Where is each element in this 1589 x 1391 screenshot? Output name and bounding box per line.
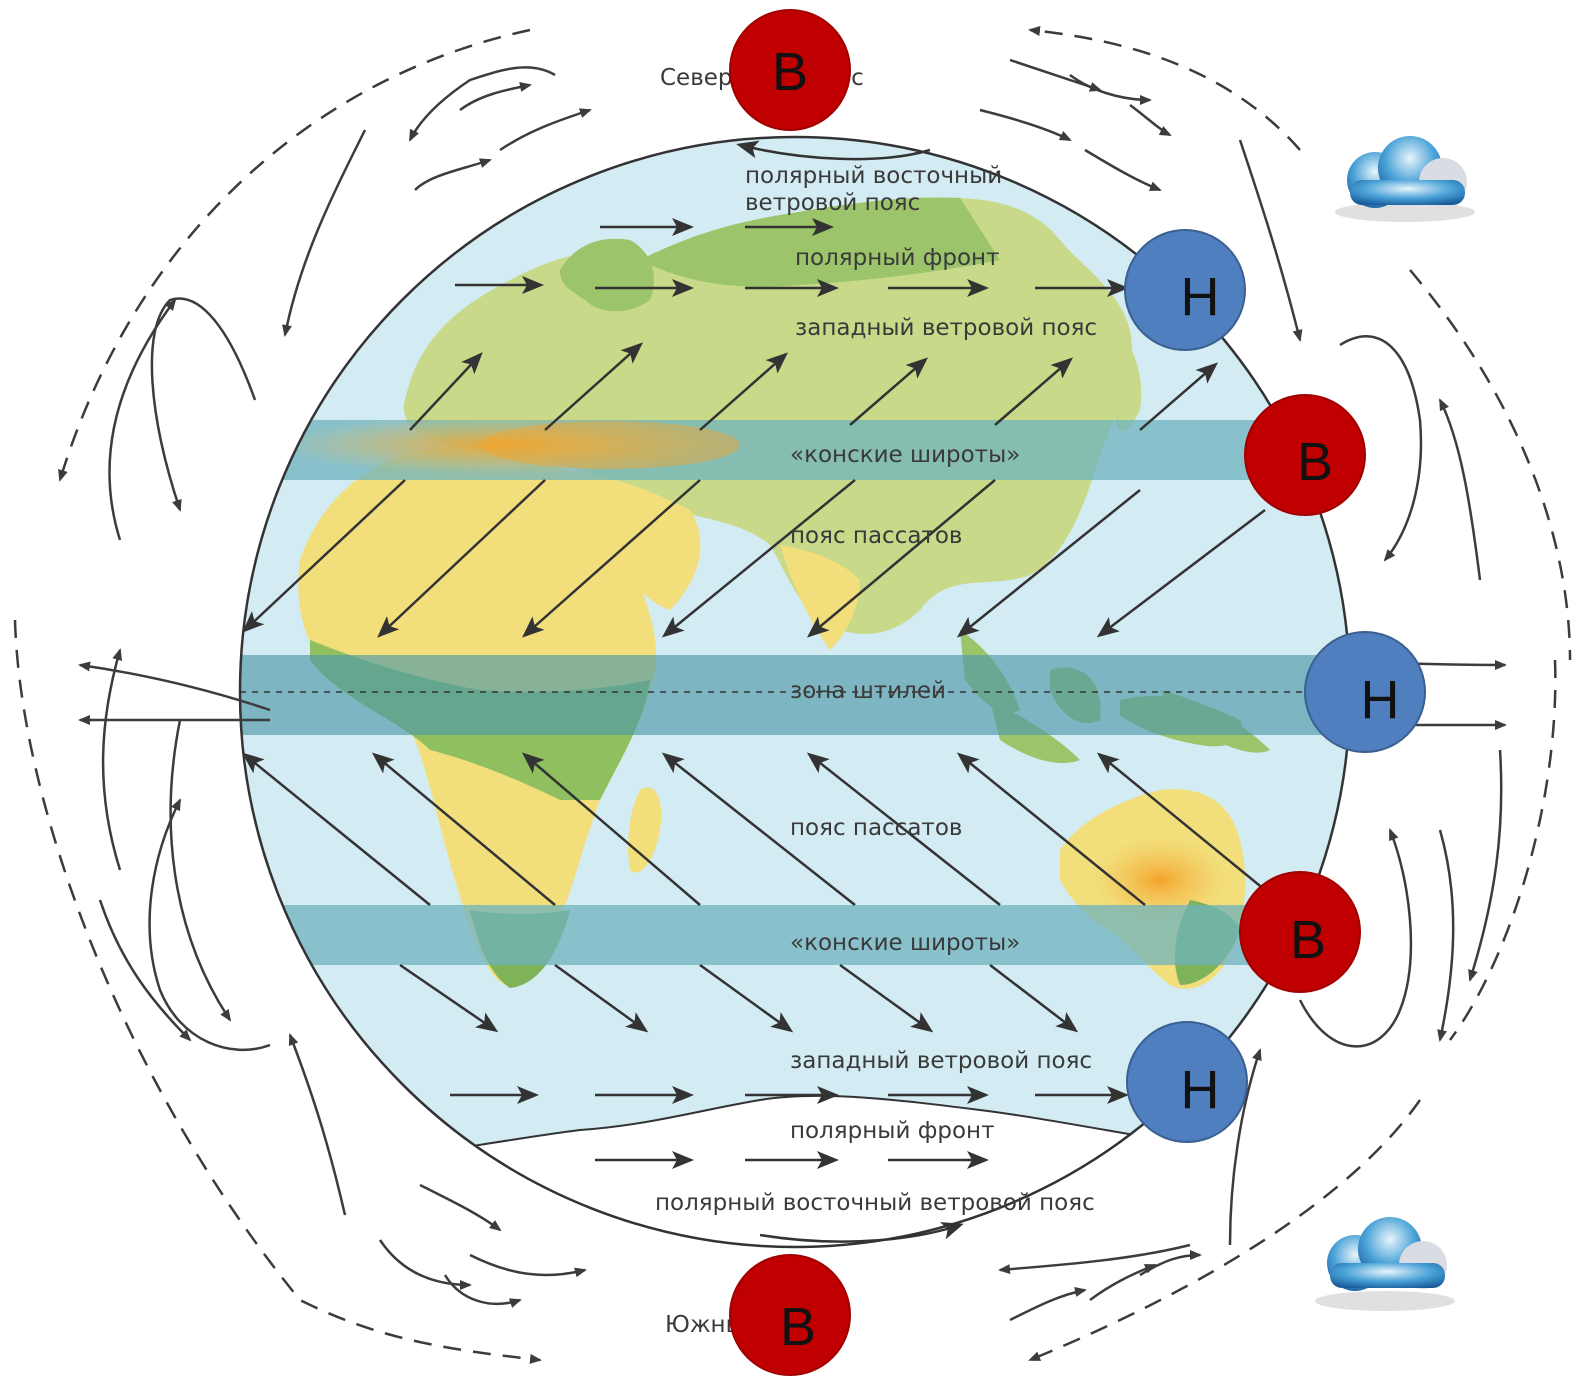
high-pressure-marker: В	[1239, 871, 1361, 993]
high-pressure-marker: В	[729, 1254, 851, 1376]
svg-text:В: В	[772, 42, 808, 102]
south-polar-easterlies-label: полярный восточный ветровой пояс	[655, 1190, 1095, 1216]
right-circulation-cells	[979, 26, 1572, 1362]
south-horse-latitudes-label: «конские широты»	[790, 930, 1020, 956]
north-polar-easterlies-label-1: полярный восточный	[745, 163, 1002, 189]
north-horse-latitudes-label: «конские широты»	[790, 442, 1020, 468]
globe	[238, 135, 1352, 1249]
belt-labels: Северный полюс полярный восточный ветров…	[655, 65, 1097, 1338]
svg-text:В: В	[1297, 432, 1333, 492]
left-circulation-cells	[13, 28, 592, 1364]
cloud-icon	[1315, 1217, 1455, 1311]
svg-text:Н: Н	[1361, 670, 1400, 730]
south-westerlies-label: западный ветровой пояс	[790, 1048, 1092, 1074]
svg-text:Н: Н	[1181, 267, 1220, 327]
svg-text:В: В	[1290, 910, 1326, 970]
high-pressure-marker: В	[729, 9, 851, 131]
north-westerlies-label: западный ветровой пояс	[795, 315, 1097, 341]
low-pressure-marker: Н	[1126, 1021, 1248, 1143]
pressure-markers: В Н В Н В Н В	[729, 9, 1426, 1376]
cloud-icon	[1335, 136, 1475, 222]
north-trade-winds-label: пояс пассатов	[790, 523, 962, 549]
south-polar-front-label: полярный фронт	[790, 1118, 994, 1144]
south-horse-latitudes-band	[240, 905, 1350, 965]
south-trade-winds-label: пояс пассатов	[790, 815, 962, 841]
low-pressure-marker: Н	[1124, 229, 1246, 351]
doldrums-label: зона штилей	[790, 678, 946, 704]
high-pressure-marker: В	[1244, 394, 1366, 516]
svg-text:Н: Н	[1181, 1060, 1220, 1120]
north-polar-front-label: полярный фронт	[795, 245, 999, 271]
doldrums-band	[240, 655, 1350, 735]
wind-arrows	[241, 140, 1266, 1243]
low-pressure-marker: Н	[1304, 631, 1426, 753]
svg-text:В: В	[780, 1297, 816, 1357]
north-polar-easterlies-label-2: ветровой пояс	[745, 190, 920, 216]
